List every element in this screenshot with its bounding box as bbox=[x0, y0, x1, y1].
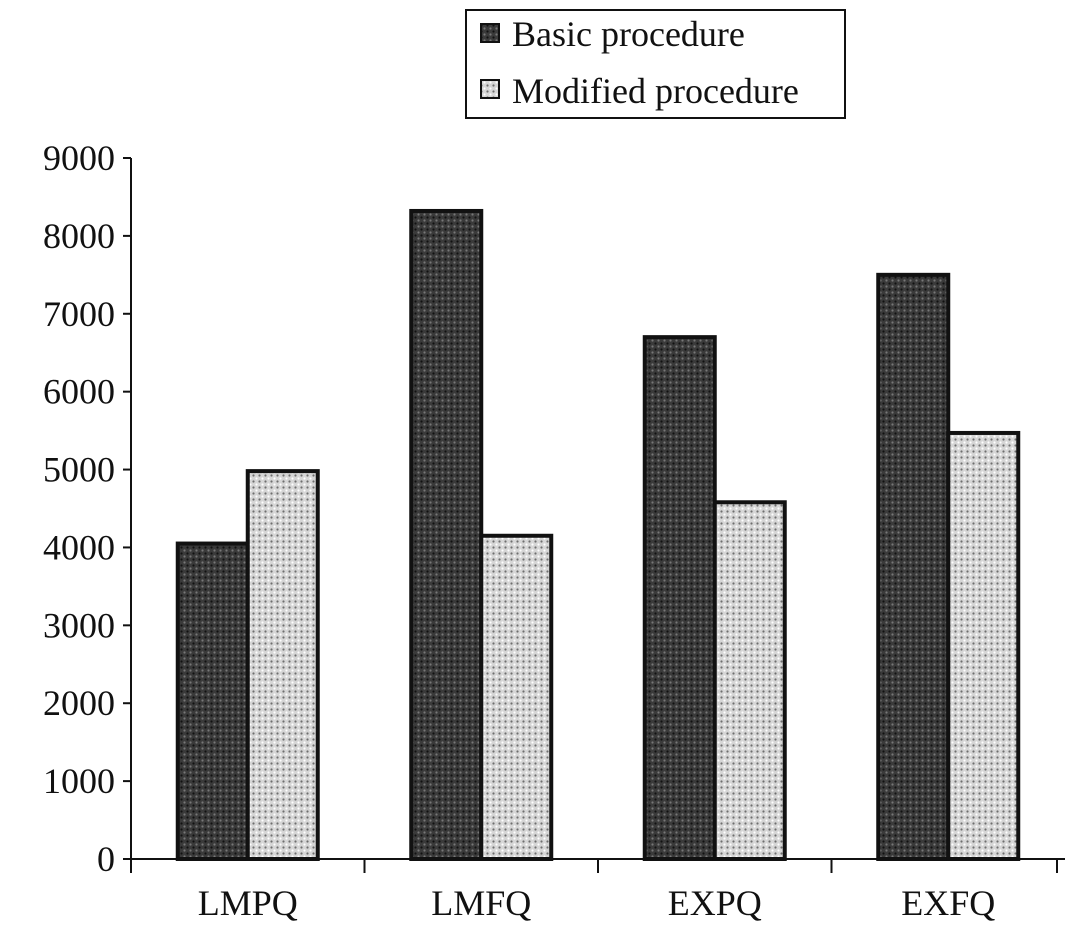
bar-basic-lmpq bbox=[175, 541, 250, 861]
y-tick-label: 0 bbox=[97, 839, 115, 879]
y-tick-label: 7000 bbox=[43, 294, 115, 334]
bar-modified-expq bbox=[712, 500, 787, 861]
legend-label-modified: Modified procedure bbox=[512, 71, 799, 111]
bar-basic-lmfq bbox=[409, 208, 484, 862]
bar-modified-exfq bbox=[946, 430, 1021, 861]
y-tick-label: 8000 bbox=[43, 216, 115, 256]
bar-basic-expq bbox=[642, 335, 717, 861]
y-axis: 0 1000 2000 3000 4000 5000 6000 7000 8000 9000 bbox=[43, 138, 132, 879]
y-tick-label: 2000 bbox=[43, 683, 115, 723]
y-tick-label: 4000 bbox=[43, 527, 115, 567]
legend-swatch-modified bbox=[480, 79, 500, 99]
legend-swatch-basic bbox=[480, 23, 500, 43]
x-category-label: LMFQ bbox=[431, 883, 531, 923]
bars bbox=[175, 208, 1021, 862]
y-tick-label: 9000 bbox=[43, 138, 115, 178]
x-category-label: EXPQ bbox=[668, 883, 762, 923]
y-tick-label: 3000 bbox=[43, 605, 115, 645]
bar-modified-lmpq bbox=[245, 469, 320, 861]
legend-box bbox=[465, 9, 846, 119]
y-tick-label: 1000 bbox=[43, 761, 115, 801]
legend: Basic procedure Modified procedure bbox=[465, 9, 846, 119]
bar-modified-lmfq bbox=[479, 533, 554, 861]
y-tick-label: 6000 bbox=[43, 372, 115, 412]
legend-label-basic: Basic procedure bbox=[512, 14, 745, 54]
x-axis: LMPQ LMFQ EXPQ EXFQ bbox=[130, 858, 1065, 923]
x-category-label: EXFQ bbox=[901, 883, 995, 923]
bar-basic-exfq bbox=[876, 272, 951, 862]
x-category-label: LMPQ bbox=[198, 883, 298, 923]
y-tick-label: 5000 bbox=[43, 450, 115, 490]
